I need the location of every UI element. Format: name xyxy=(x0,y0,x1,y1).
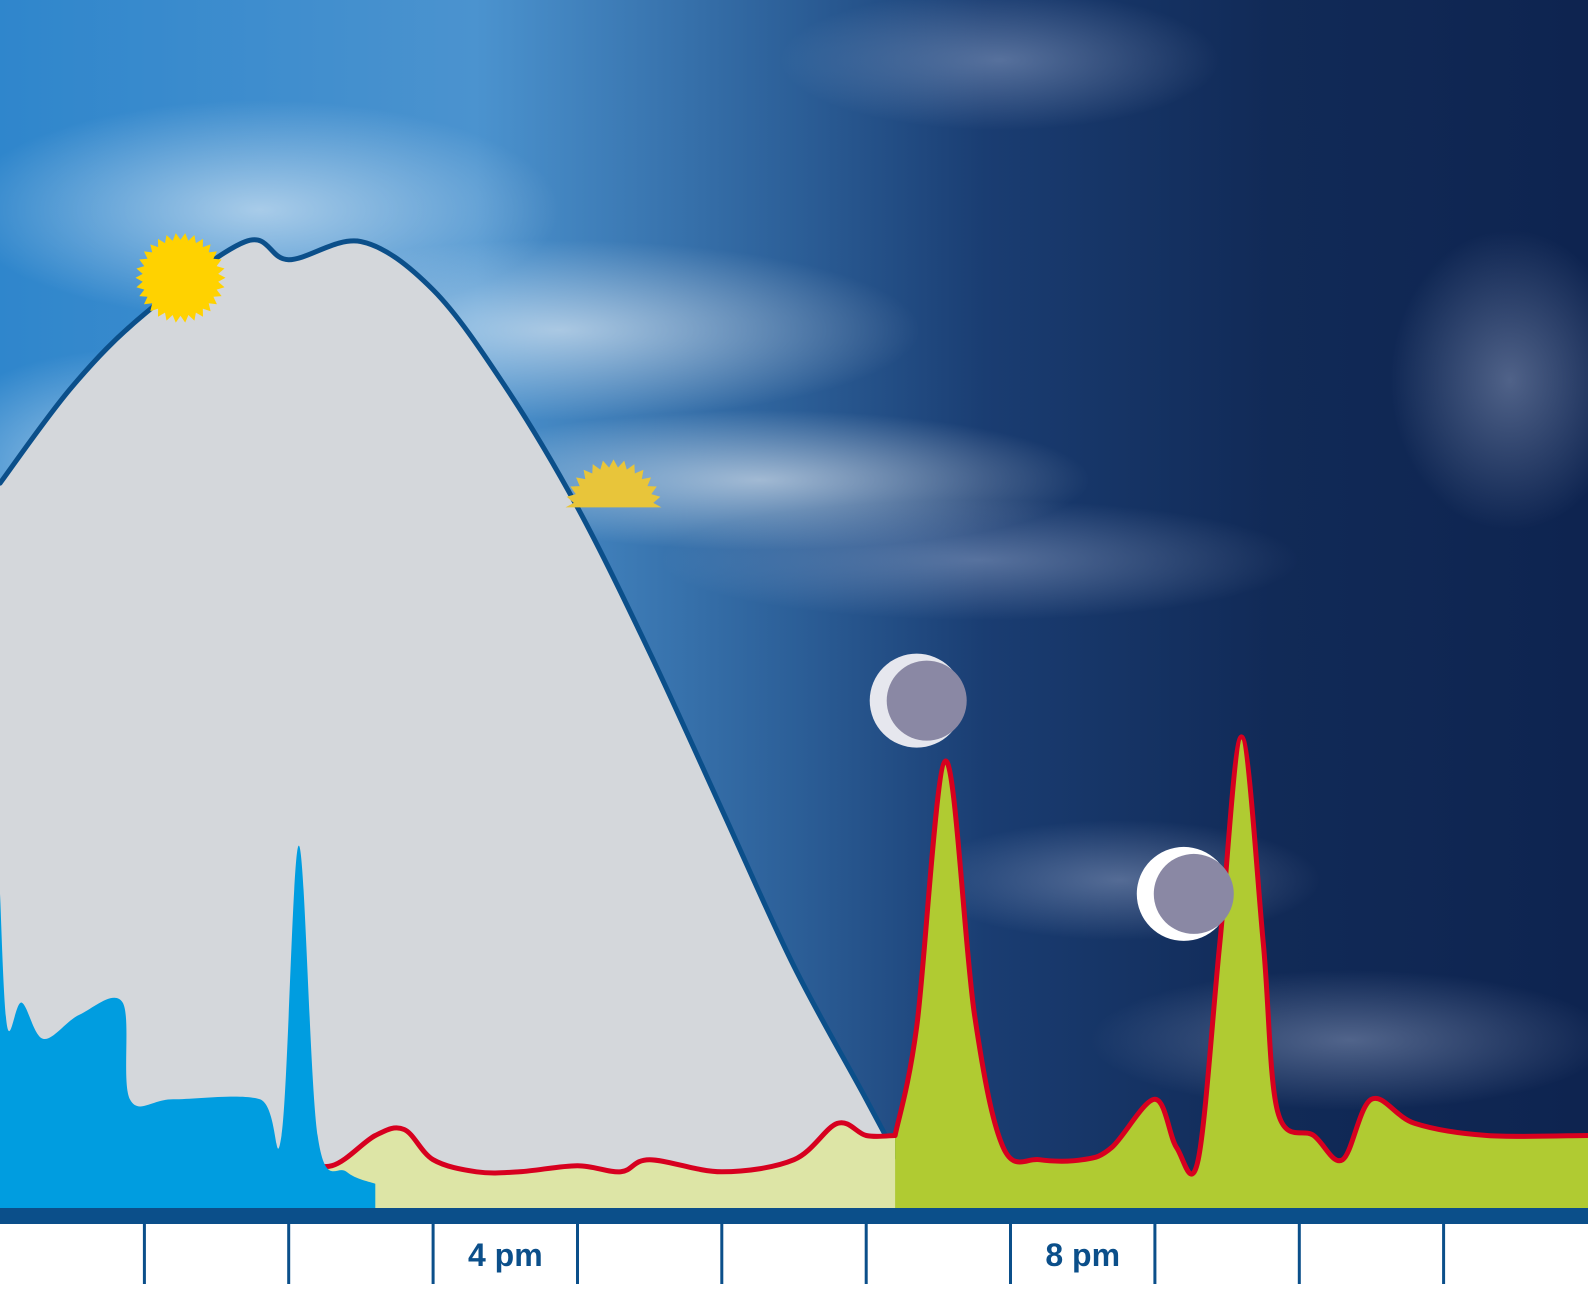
sun-icon xyxy=(135,233,226,323)
x-axis-tick xyxy=(864,1224,868,1284)
axis-label-band xyxy=(0,1224,1588,1292)
x-axis-tick-label: 8 pm xyxy=(1045,1237,1120,1273)
chart-icons xyxy=(135,233,1234,941)
chart-areas xyxy=(0,237,1588,1211)
x-axis-tick xyxy=(287,1224,291,1284)
x-axis-tick xyxy=(576,1224,579,1284)
x-axis-tick xyxy=(1297,1224,1301,1284)
x-axis-tick xyxy=(1009,1224,1012,1284)
x-axis-tick xyxy=(142,1224,146,1284)
x-axis-line xyxy=(0,1208,1588,1224)
area-night-activity xyxy=(895,736,1588,1208)
crescent-moon-icon xyxy=(869,653,967,748)
area-day-activity xyxy=(0,845,376,1208)
x-axis-tick-label: 4 pm xyxy=(468,1237,543,1273)
crescent-moon-icon xyxy=(1136,846,1234,941)
x-axis-tick xyxy=(720,1224,724,1284)
x-axis-tick xyxy=(1153,1224,1157,1284)
x-axis-tick xyxy=(431,1224,435,1284)
x-axis-tick xyxy=(1442,1224,1446,1284)
setting-sun-icon xyxy=(565,459,662,508)
x-axis-tick-labels: 4 pm 8 pm xyxy=(468,1237,1120,1273)
x-axis-ticks xyxy=(142,1224,1446,1284)
line-night-activity xyxy=(892,734,1588,1177)
area-daylight xyxy=(0,239,924,1208)
